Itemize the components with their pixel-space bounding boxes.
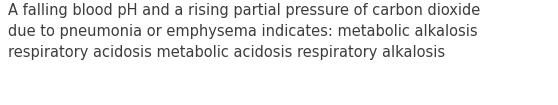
Text: A falling blood pH and a rising partial pressure of carbon dioxide
due to pneumo: A falling blood pH and a rising partial … [8, 3, 480, 60]
